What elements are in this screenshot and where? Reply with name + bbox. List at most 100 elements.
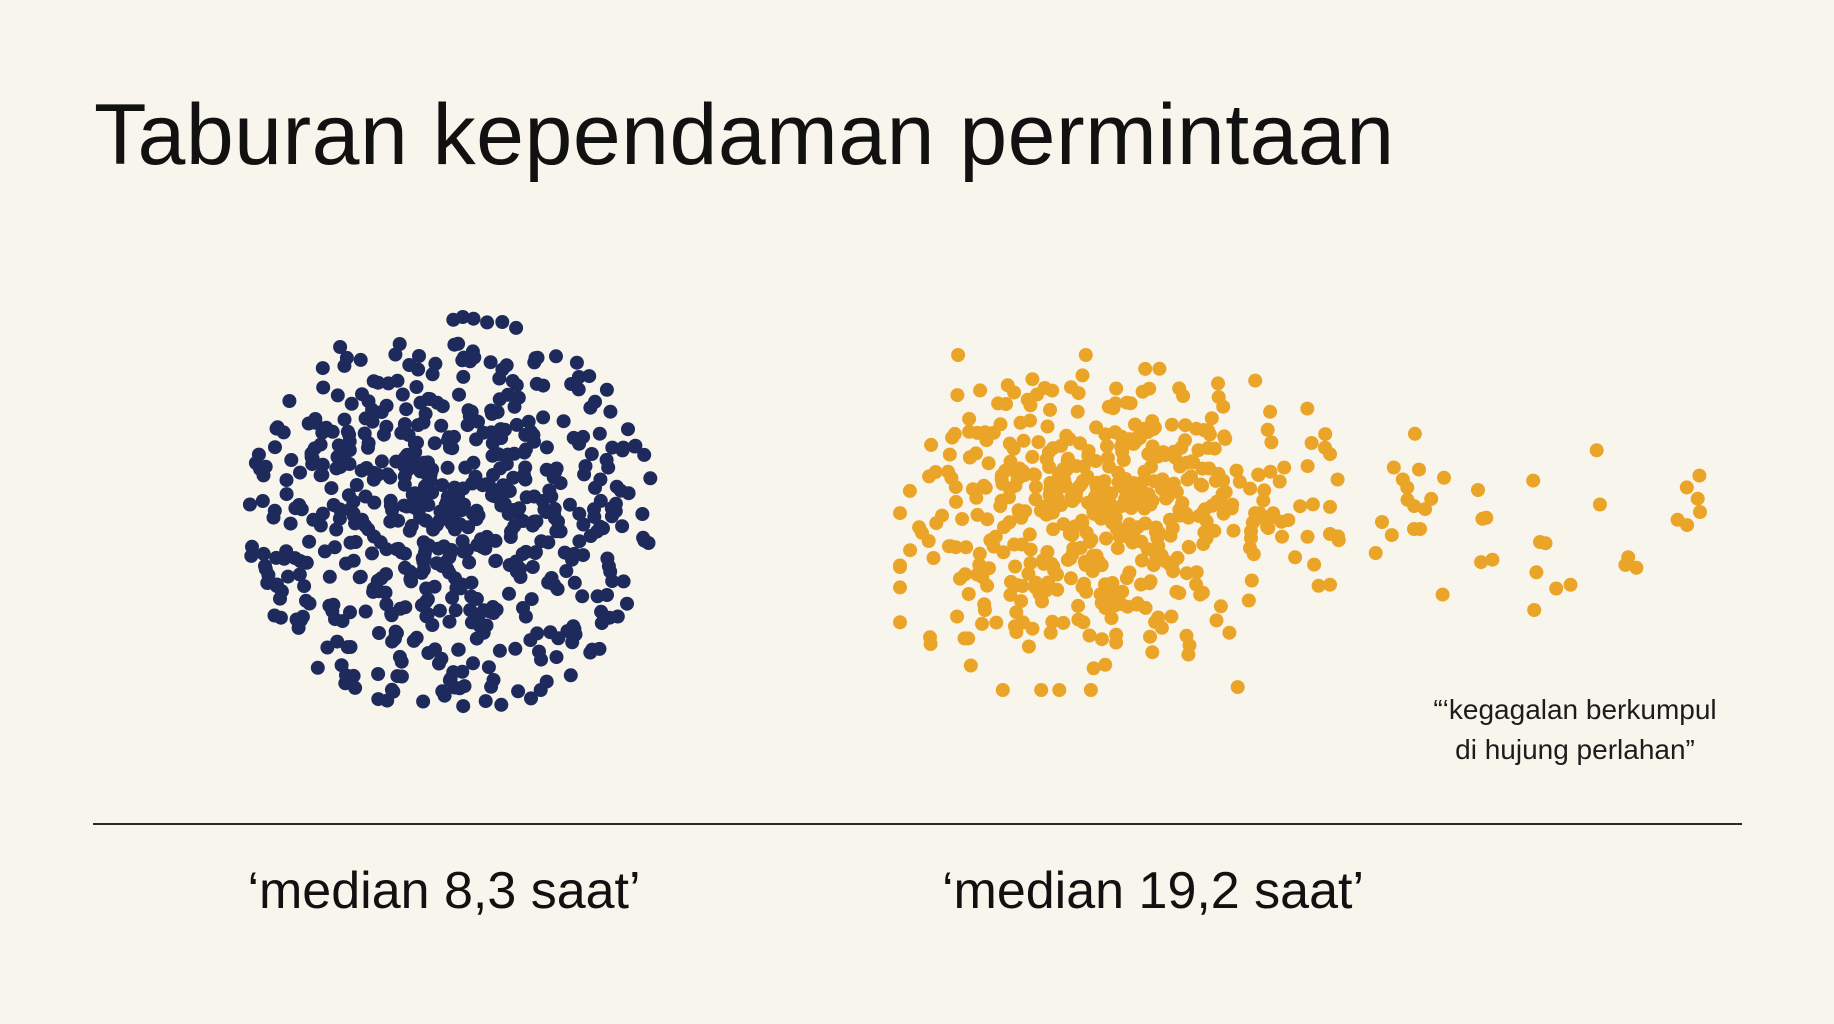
data-point-slow: [1311, 578, 1326, 593]
data-point-slow: [1109, 381, 1124, 396]
data-point-slow: [1008, 559, 1023, 574]
data-point-fast: [339, 556, 353, 571]
data-point-slow-tail: [1629, 560, 1644, 575]
data-point-slow: [1050, 582, 1065, 597]
data-point-fast: [569, 355, 584, 370]
data-point-slow: [1056, 615, 1071, 630]
data-point-fast: [437, 688, 452, 703]
data-point-slow: [982, 561, 996, 576]
data-point-fast: [466, 656, 480, 671]
data-point-fast: [434, 651, 449, 666]
data-point-slow: [963, 658, 978, 673]
data-point-fast: [621, 422, 635, 437]
data-point-slow: [1261, 521, 1276, 535]
data-point-slow: [1076, 459, 1091, 474]
data-point-slow: [1208, 473, 1223, 488]
data-point-fast: [397, 498, 412, 513]
data-point-slow-tail: [1485, 552, 1500, 567]
data-point-slow: [1002, 436, 1017, 451]
data-point-fast: [340, 640, 355, 655]
data-point-slow-tail: [1670, 512, 1685, 527]
data-point-fast: [509, 554, 524, 569]
data-point-fast: [267, 608, 282, 623]
data-point-slow: [1114, 440, 1129, 454]
data-point-slow: [1222, 625, 1237, 640]
data-point-slow: [1004, 574, 1018, 589]
data-point-fast: [588, 394, 602, 409]
data-point-slow: [963, 450, 977, 465]
data-point-slow-tail: [1248, 506, 1263, 521]
data-point-fast: [572, 534, 587, 549]
data-point-slow: [1003, 587, 1018, 602]
data-point-slow: [1134, 485, 1149, 499]
data-point-slow: [1105, 515, 1120, 530]
data-point-fast: [455, 534, 470, 549]
data-point-fast: [429, 556, 444, 571]
data-point-fast: [469, 591, 484, 606]
data-point-fast: [340, 424, 355, 439]
data-point-fast: [283, 516, 298, 531]
data-point-fast: [273, 591, 287, 606]
data-point-fast: [372, 626, 386, 640]
data-point-slow: [1060, 552, 1075, 567]
data-point-slow: [1025, 449, 1040, 464]
data-point-fast: [471, 508, 486, 523]
data-point-slow-tail: [1618, 557, 1633, 572]
data-point-fast: [365, 546, 379, 561]
data-point-slow: [1070, 404, 1085, 419]
data-point-slow-tail: [1412, 462, 1426, 477]
data-point-fast: [549, 524, 564, 539]
tail-annotation-line-1: “‘kegagalan berkumpul: [1433, 694, 1717, 725]
data-point-fast: [269, 421, 284, 436]
data-point-fast: [313, 468, 328, 483]
data-point-fast: [615, 519, 630, 534]
data-point-fast: [397, 450, 412, 465]
data-point-slow: [923, 630, 937, 645]
data-point-fast: [394, 545, 409, 560]
data-point-fast: [502, 484, 517, 499]
data-point-slow: [1045, 383, 1060, 398]
data-point-fast: [383, 498, 398, 513]
data-point-fast: [457, 497, 471, 512]
data-point-fast: [549, 349, 563, 364]
data-point-fast: [441, 433, 455, 448]
data-point-fast: [620, 596, 634, 611]
data-point-fast: [374, 454, 389, 469]
data-point-slow: [1122, 484, 1137, 499]
data-point-slow: [1055, 479, 1070, 494]
data-point-slow-tail: [1692, 468, 1707, 483]
data-point-slow: [1202, 461, 1217, 476]
data-point-fast: [542, 483, 557, 498]
data-point-slow: [1145, 645, 1160, 660]
data-point-fast: [358, 604, 373, 619]
data-point-fast: [483, 355, 498, 370]
data-point-slow: [1275, 529, 1289, 544]
data-point-slow-tail: [1384, 528, 1399, 543]
data-point-slow: [950, 388, 965, 403]
data-point-slow: [1100, 439, 1114, 453]
data-point-slow-tail: [1304, 436, 1319, 450]
data-point-fast: [563, 668, 578, 683]
data-point-slow: [928, 465, 943, 479]
data-point-fast: [594, 616, 609, 631]
data-point-fast: [516, 467, 531, 482]
data-point-fast: [525, 518, 540, 533]
data-point-slow: [978, 425, 993, 440]
data-point-slow: [1172, 381, 1187, 396]
data-point-fast: [530, 350, 545, 365]
data-point-fast: [416, 694, 431, 709]
data-point-slow: [1079, 525, 1094, 540]
data-point-slow: [1039, 583, 1054, 598]
data-point-fast: [486, 673, 501, 687]
data-point-slow: [893, 615, 907, 630]
data-point-fast: [365, 414, 380, 429]
data-point-fast: [421, 486, 436, 501]
data-point-fast: [416, 562, 431, 577]
data-point-fast: [341, 488, 356, 503]
data-point-fast: [322, 569, 337, 584]
data-point-fast: [331, 438, 346, 453]
data-point-fast: [383, 514, 398, 529]
data-point-fast: [366, 584, 381, 599]
data-point-slow-tail: [1529, 565, 1544, 580]
data-point-fast: [492, 643, 507, 658]
